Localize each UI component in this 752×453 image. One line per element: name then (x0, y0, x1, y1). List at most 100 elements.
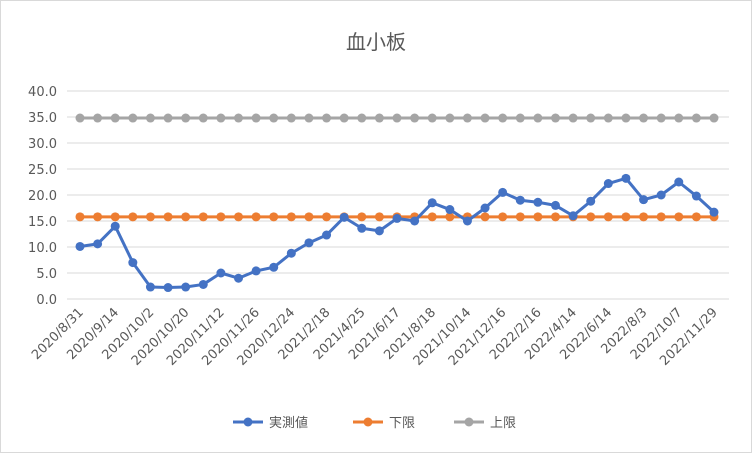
data-point (198, 113, 208, 123)
data-point (357, 223, 367, 233)
series-実測値 (75, 173, 719, 293)
data-point (656, 113, 666, 123)
data-point (110, 212, 120, 222)
data-point (145, 282, 155, 292)
data-point (603, 212, 613, 222)
data-point (251, 212, 261, 222)
data-point (621, 113, 631, 123)
data-point (603, 179, 613, 189)
data-point (198, 212, 208, 222)
y-tick-label: 40.0 (28, 85, 57, 100)
data-point (198, 279, 208, 289)
data-point (93, 113, 103, 123)
data-point (480, 212, 490, 222)
legend-item: 実測値 (233, 415, 308, 431)
legend-marker (243, 417, 253, 427)
series-下限 (75, 212, 719, 222)
data-point (410, 216, 420, 226)
legend-item: 上限 (454, 416, 516, 431)
data-point (374, 226, 384, 236)
data-point (110, 113, 120, 123)
data-point (568, 113, 578, 123)
data-point (339, 212, 349, 222)
data-point (304, 113, 314, 123)
data-point (322, 212, 332, 222)
data-point (374, 212, 384, 222)
data-point (145, 212, 155, 222)
data-point (639, 212, 649, 222)
data-point (286, 248, 296, 258)
data-point (551, 212, 560, 222)
data-point (621, 212, 631, 222)
legend-label: 実測値 (269, 415, 308, 431)
data-point (304, 212, 314, 222)
data-point (269, 113, 279, 123)
legend: 実測値 下限 上限 (233, 415, 516, 431)
data-point (639, 195, 649, 205)
data-point (181, 282, 191, 292)
data-point (251, 266, 261, 276)
data-point (427, 212, 437, 222)
data-point (498, 187, 508, 197)
data-point (691, 191, 701, 201)
data-point (551, 113, 560, 123)
legend-marker (363, 417, 373, 427)
y-axis-tick-labels: 0.0 5.0 10.0 15.0 20.0 25.0 30.0 35.0 40.0 (28, 85, 57, 308)
data-point (674, 177, 684, 187)
data-point (709, 113, 719, 123)
y-tick-label: 15.0 (28, 215, 57, 230)
data-point (322, 113, 332, 123)
data-point (286, 212, 296, 222)
data-point (392, 213, 402, 223)
data-point (269, 262, 279, 272)
data-point (480, 113, 490, 123)
series-上限 (75, 113, 719, 123)
data-point (181, 113, 191, 123)
data-point (128, 113, 138, 123)
data-point (674, 212, 684, 222)
data-point (498, 212, 508, 222)
data-point (639, 113, 649, 123)
data-point (586, 113, 596, 123)
data-point (674, 113, 684, 123)
data-point (427, 198, 437, 208)
y-tick-label: 30.0 (28, 137, 57, 152)
data-point (445, 113, 455, 123)
data-point (216, 212, 226, 222)
data-point (128, 212, 138, 222)
data-point (357, 113, 367, 123)
legend-label: 上限 (490, 416, 516, 431)
legend-marker (464, 417, 474, 427)
data-point (445, 212, 455, 222)
data-point (304, 238, 314, 248)
data-point (234, 212, 243, 222)
data-point (656, 190, 666, 200)
y-tick-label: 20.0 (28, 189, 57, 204)
data-point (656, 212, 666, 222)
data-point (515, 195, 525, 205)
data-point (93, 212, 103, 222)
data-point (163, 212, 173, 222)
data-point (163, 113, 173, 123)
data-point (286, 113, 296, 123)
series-layer (75, 113, 719, 293)
data-point (586, 196, 596, 206)
data-point (621, 173, 631, 183)
data-point (374, 113, 384, 123)
data-point (93, 239, 103, 249)
data-point (691, 113, 701, 123)
data-point (216, 268, 226, 278)
data-point (691, 212, 701, 222)
chart-title: 血小板 (346, 30, 406, 54)
gridlines (67, 90, 729, 300)
data-point (410, 113, 420, 123)
data-point (75, 241, 85, 251)
data-point (234, 113, 243, 123)
data-point (568, 211, 578, 221)
y-tick-label: 25.0 (28, 163, 57, 178)
data-point (533, 212, 543, 222)
data-point (216, 113, 226, 123)
data-point (145, 113, 155, 123)
